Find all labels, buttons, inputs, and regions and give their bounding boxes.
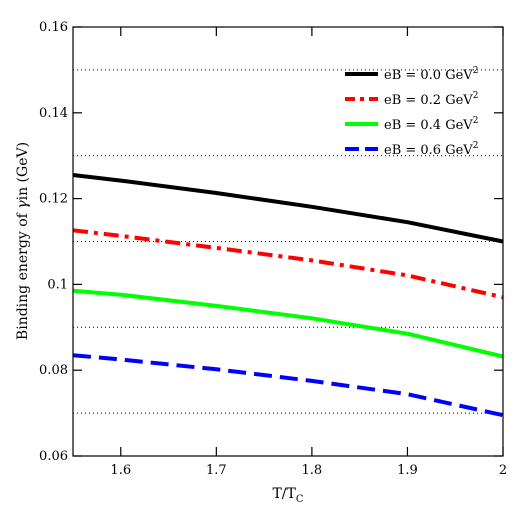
x-tick-label-3: 1.9 [397, 463, 418, 478]
axis-ticks: 1.6 1.7 1.8 1.9 2 0.06 0.08 0.1 0.12 0.14 0.16 [39, 20, 507, 478]
legend-label-0: eB = 0.0 GeV2 [384, 66, 478, 83]
legend-label-1: eB = 0.2 GeV2 [384, 91, 478, 108]
x-tick-label-1: 1.7 [206, 463, 227, 478]
plot-frame [72, 26, 504, 457]
y-tick-label-2: 0.1 [47, 277, 68, 292]
legend: eB = 0.0 GeV2 eB = 0.2 GeV2 eB = 0.4 GeV2 e… [345, 66, 478, 158]
x-tick-label-4: 2 [499, 463, 507, 478]
x-tick-label-2: 1.8 [302, 463, 323, 478]
y-axis-title: Binding energy of γin (GeV) [15, 142, 31, 340]
y-tick-label-0: 0.06 [39, 449, 68, 464]
series-lines [72, 173, 504, 418]
y-axis-title-symbol: γ [15, 200, 31, 209]
y-tick-label-4: 0.14 [39, 106, 68, 121]
legend-label-3: eB = 0.6 GeV2 [384, 141, 478, 158]
series-line-3 [72, 353, 504, 418]
x-tick-label-0: 1.6 [110, 463, 131, 478]
y-tick-label-5: 0.16 [39, 20, 68, 35]
x-axis-title: T/TC [272, 486, 303, 505]
series-line-0 [72, 173, 504, 244]
series-line-2 [72, 288, 504, 359]
y-tick-label-3: 0.12 [39, 192, 68, 207]
x-axis-title-subscript: C [296, 494, 304, 505]
series-line-1 [72, 228, 504, 300]
y-tick-label-1: 0.08 [39, 363, 68, 378]
legend-label-2: eB = 0.4 GeV2 [384, 116, 478, 133]
